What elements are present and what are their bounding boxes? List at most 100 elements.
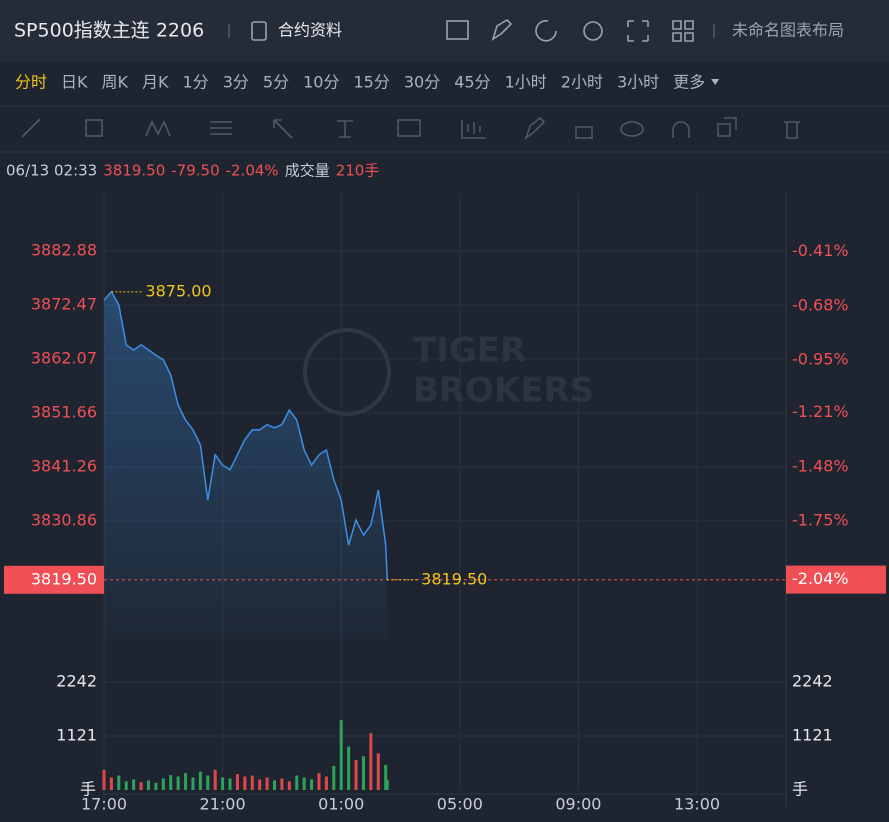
tool-eye[interactable] [620,121,644,137]
interval-tab[interactable]: 5分 [263,73,289,92]
volume-bar [295,775,299,790]
volume-bar [206,775,210,790]
annotation-label: 3875.00 [145,281,211,300]
indicator-icon[interactable] [446,20,469,40]
last-price-box [4,565,104,594]
layout-name[interactable]: 未命名图表布局 [732,21,844,40]
undo-icon[interactable] [535,20,557,42]
tool-arrow[interactable] [273,119,293,139]
doc-icon[interactable] [251,21,267,41]
header-bar [0,0,889,62]
y-tick-label: 3830.86 [31,510,97,529]
volume-bar [228,778,232,790]
tool-measure[interactable] [337,120,353,138]
tool-fib[interactable] [210,121,232,135]
interval-tab[interactable]: 日K [61,73,88,92]
price-line [103,290,388,580]
last-price-label: 3819.50 [31,569,97,588]
volume-bar [310,779,314,790]
watermark-logo [303,328,391,416]
volume-bar [258,779,262,790]
volume-bar [265,777,269,790]
info-bar: 06/13 02:33 3819.50 -79.50 -2.04% 成交量 210手 [6,162,379,180]
watermark: BROKERS [413,371,594,411]
info-percent: -2.04% [226,162,279,180]
interval-tab[interactable]: 45分 [454,73,490,92]
volume-bar [139,782,143,790]
interval-tab[interactable]: 3分 [223,73,249,92]
dropdown-arrow [711,79,720,85]
y2-tick-label: -0.95% [792,350,849,369]
tool-clone[interactable] [717,117,737,137]
drawing-tools [21,116,800,141]
interval-bar: 分时 日K 周K 月K 1分 3分 5分 10分 15分 30分 45分 1小时 2小时 3小时 更多 [15,73,720,92]
volume-bar [385,779,389,790]
interval-tab[interactable]: 15分 [353,73,389,92]
tool-text[interactable] [397,119,421,137]
interval-tab[interactable]: 周K [102,73,129,92]
interval-tab[interactable]: 更多 [673,73,705,92]
volume-bar [250,775,254,790]
volume-bar [324,776,328,790]
volume-bar [235,774,239,790]
last-pct-label: -2.04% [792,569,849,588]
interval-tab[interactable]: 1分 [183,73,209,92]
tool-delete[interactable] [784,121,800,139]
volume-bar [109,777,113,790]
x-tick-label: 13:00 [674,795,720,814]
interval-tab[interactable]: 10分 [303,73,339,92]
tool-pen[interactable] [524,116,546,141]
y2-tick-label: -1.48% [792,456,849,475]
tool-lock[interactable] [575,126,593,139]
volume-tick-label: 2242 [792,671,833,690]
y2-tick-label: -1.21% [792,402,849,421]
tool-pattern[interactable] [145,120,171,137]
volume-bar [176,776,180,790]
volume-bar [273,780,276,790]
y2-tick-label: -0.68% [792,295,849,314]
symbol-title: SP500指数主连 2206 [14,20,204,42]
info-volume: 210手 [336,162,380,180]
interval-tab[interactable]: 分时 [15,73,47,92]
fullscreen-icon[interactable] [627,20,649,42]
volume-bar [287,781,291,790]
volume-bar [132,779,136,790]
interval-tab[interactable]: 2小时 [561,73,603,92]
volume-bar [117,775,121,790]
volume-bar [332,765,336,790]
interval-tab[interactable]: 1小时 [505,73,547,92]
volume-bar [347,746,351,790]
info-price: 3819.50 [103,162,165,180]
draw-icon[interactable] [491,18,513,41]
volume-bar [280,778,284,790]
interval-tab[interactable]: 30分 [404,73,440,92]
volume-bar [361,756,365,790]
volume-bar [369,733,373,790]
info-time: 06/13 02:33 [6,162,97,180]
x-tick-label: 01:00 [318,795,364,814]
volume-bar [384,764,388,790]
header-icons [446,18,694,42]
volume-tick-label: 2242 [56,671,97,690]
interval-tab[interactable]: 3小时 [617,73,659,92]
annotation-label: 3819.50 [421,569,487,588]
tool-magnet[interactable] [672,121,690,138]
x-tick-label: 05:00 [437,795,483,814]
tool-chart[interactable] [461,120,486,139]
volume-bar [102,769,106,790]
settings-icon[interactable] [583,21,603,41]
contract-button[interactable]: 合约资料 [278,21,342,40]
tool-line[interactable] [21,118,41,138]
price-area [104,291,388,640]
layout-icon[interactable] [672,20,694,42]
y-tick-label: 3841.26 [31,456,97,475]
volume-unit: 手 [792,780,808,799]
volume-bar [376,753,380,790]
x-tick-label: 21:00 [200,795,246,814]
interval-tab[interactable]: 月K [142,73,169,92]
volume-bar [243,776,247,790]
tool-rect[interactable] [85,119,103,137]
volume-bar [302,777,306,790]
volume-bar [184,773,188,790]
